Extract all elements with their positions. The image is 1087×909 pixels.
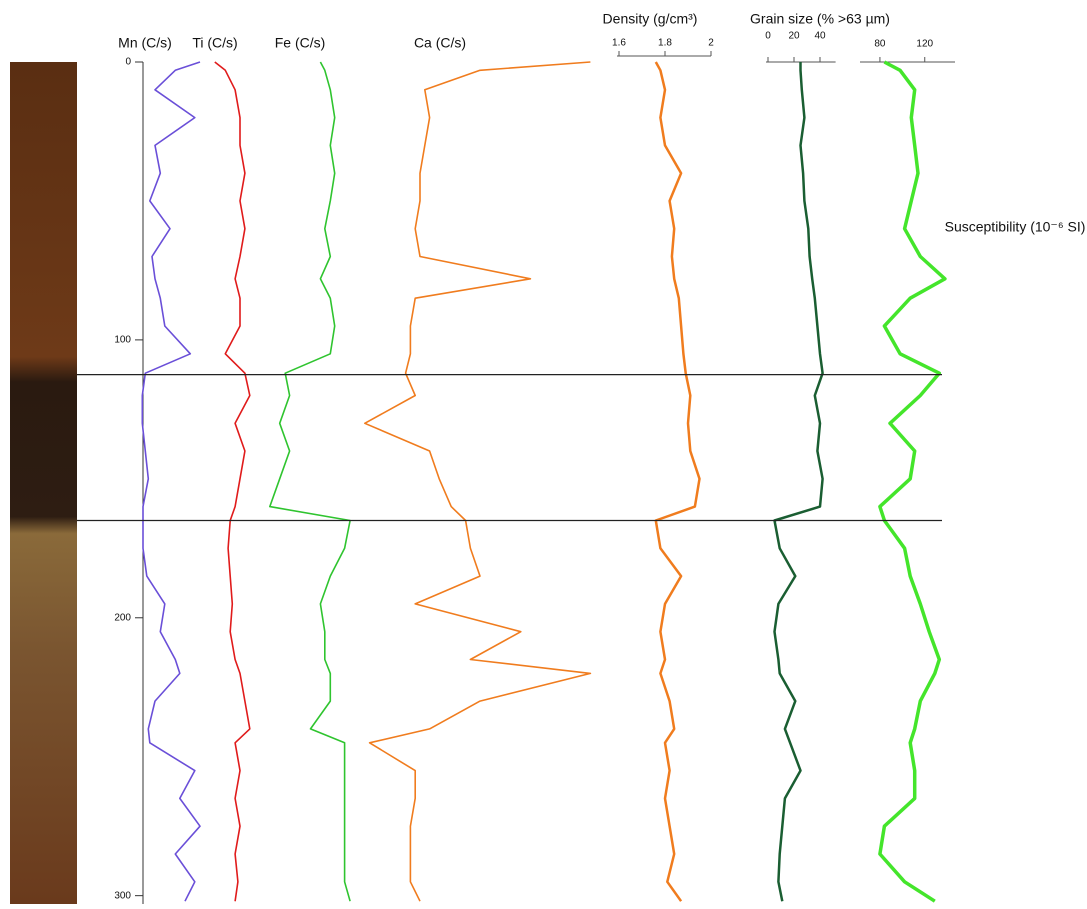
series-label: Density (g/cm³) [603, 11, 698, 27]
series-label: Susceptibility (10⁻⁶ SI) [945, 219, 1086, 235]
series-line [142, 62, 200, 901]
x-tick-label: 2 [708, 38, 714, 49]
series-line [880, 62, 945, 901]
chart: 0100200300Mn (C/s)Ti (C/s)Fe (C/s)Ca (C/… [0, 0, 1087, 904]
x-tick-label: 1.6 [612, 38, 626, 49]
y-tick-label: 200 [114, 612, 131, 623]
y-tick-label: 0 [125, 57, 131, 68]
x-tick-label: 20 [788, 31, 800, 42]
series-label: Mn (C/s) [118, 35, 172, 51]
series-label: Fe (C/s) [275, 35, 326, 51]
series-line [270, 62, 350, 901]
x-tick-label: 1.8 [658, 38, 672, 49]
series-line [656, 62, 700, 901]
series-line [775, 62, 823, 901]
y-tick-label: 100 [114, 335, 131, 346]
series-label: Grain size (% >63 µm) [750, 11, 890, 27]
x-tick-label: 40 [814, 31, 826, 42]
x-tick-label: 120 [916, 39, 933, 50]
series-label: Ca (C/s) [414, 35, 466, 51]
x-tick-label: 0 [765, 31, 771, 42]
x-tick-label: 80 [874, 39, 886, 50]
series-line [215, 62, 250, 901]
y-tick-label: 300 [114, 890, 131, 901]
series-line [365, 62, 591, 901]
page: {"chart_data": {"type": "line", "y_inver… [0, 0, 1087, 909]
core-photo [10, 62, 77, 904]
series-label: Ti (C/s) [192, 35, 237, 51]
